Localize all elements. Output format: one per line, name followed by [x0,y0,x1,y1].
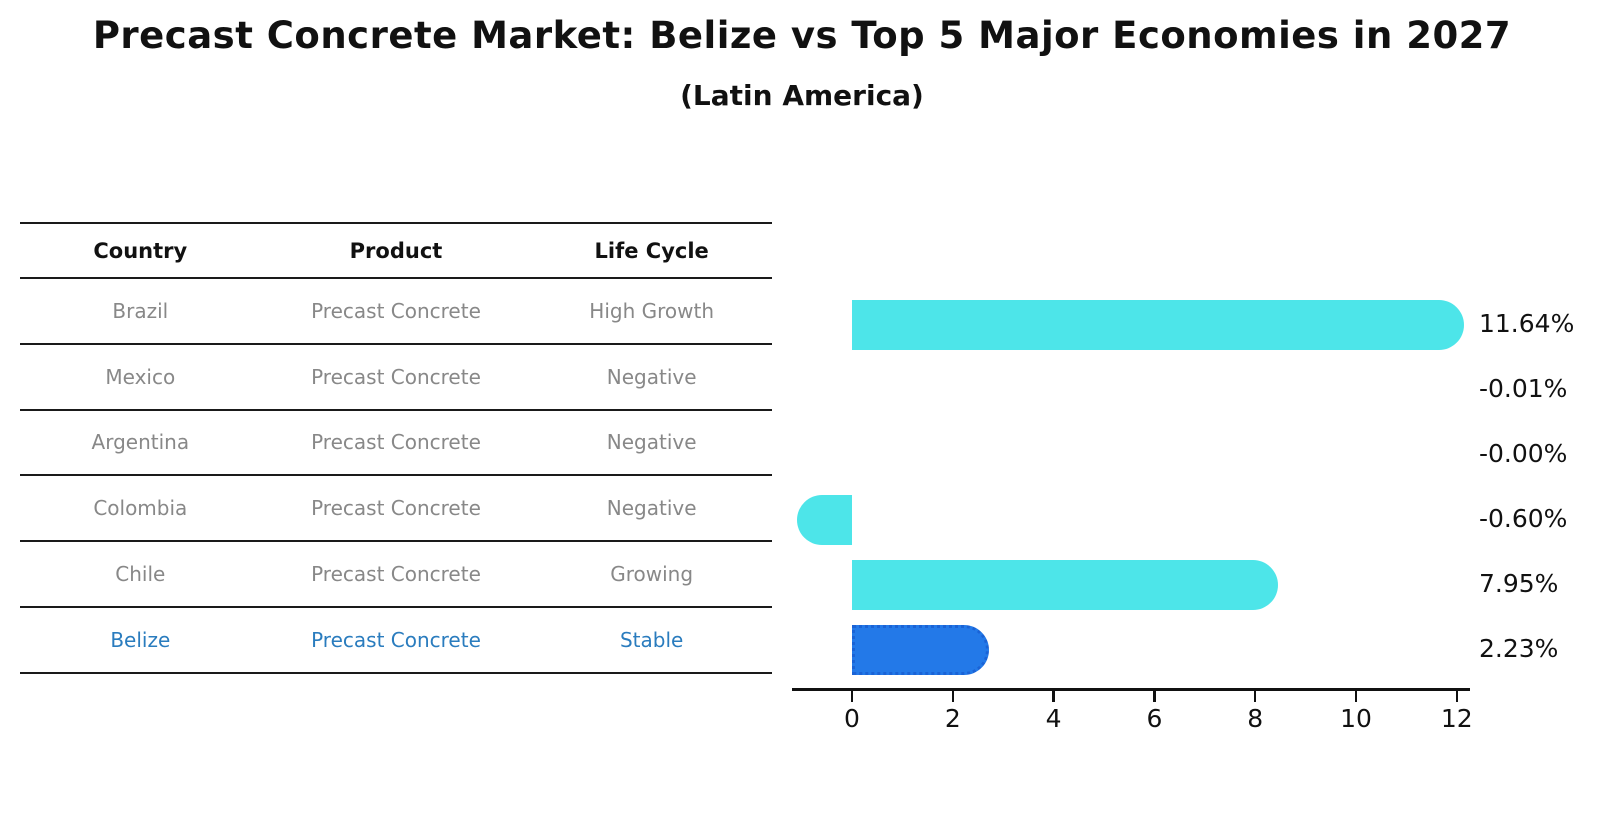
x-axis-tick-label-6: 6 [1146,704,1163,733]
x-axis-tick-8 [1253,690,1257,702]
table-row-argentina: Argentina Precast Concrete Negative [20,411,772,477]
x-axis-tick-label-0: 0 [844,704,860,733]
x-axis-tick-0 [850,690,854,702]
table-cell-life_cycle: Negative [606,430,697,455]
table-cell-life_cycle: High Growth [589,298,715,323]
table-cell-country: Colombia [93,496,188,521]
x-axis-line [792,688,1470,691]
x-axis-tick-label-12: 12 [1440,704,1473,733]
table-cell-country: Brazil [112,298,169,323]
country-table: Country Product Life Cycle Brazil Precast Co… [20,222,772,674]
table-cell-country: Mexico [105,364,176,389]
chart-title: Precast Concrete Market: Belize vs Top 5… [92,14,1512,57]
x-axis-tick-label-10: 10 [1340,704,1372,733]
table-cell-country: Belize [110,627,171,652]
x-axis-tick-6 [1153,690,1156,702]
table-cell-life_cycle: Negative [606,364,697,389]
table-cell-life_cycle: Stable [619,627,684,652]
table-header-country: Country [93,238,188,263]
value-label-chile: 7.95% [1479,569,1559,598]
table-row-colombia: Colombia Precast Concrete Negative [20,476,772,543]
x-axis-tick-10 [1354,690,1358,702]
table-row-mexico: Mexico Precast Concrete Negative [20,345,772,411]
x-axis-tick-4 [1052,690,1055,702]
table-header-life-cycle: Life Cycle [594,238,709,263]
table-cell-product: Precast Concrete [311,298,481,323]
table-row-brazil: Brazil Precast Concrete High Growth [20,279,772,345]
value-label-argentina: -0.00% [1479,439,1568,468]
x-axis-tick-label-8: 8 [1247,704,1264,733]
value-label-colombia: -0.60% [1479,504,1568,533]
table-cell-life_cycle: Negative [606,496,697,521]
x-axis-tick-12 [1455,690,1459,702]
table-cell-life_cycle: Growing [610,562,694,587]
table-header-product: Product [349,238,443,263]
x-axis-tick-label-2: 2 [944,704,961,733]
table-cell-product: Precast Concrete [311,364,481,389]
table-cell-product: Precast Concrete [311,496,481,521]
x-axis-tick-label-4: 4 [1045,704,1062,733]
table-cell-product: Precast Concrete [311,627,481,652]
value-label-mexico: -0.01% [1479,374,1568,403]
table-cell-product: Precast Concrete [311,562,481,587]
value-label-belize: 2.23% [1479,634,1559,663]
table-row-belize: Belize Precast Concrete Stable [20,608,772,674]
table-cell-country: Chile [115,562,166,587]
bar-chile [852,560,1278,610]
table-cell-product: Precast Concrete [311,430,481,455]
value-label-brazil: 11.64% [1479,309,1575,338]
table-cell-country: Argentina [91,430,190,455]
bar-belize [852,625,990,675]
table-header-row: Country Product Life Cycle [20,222,772,279]
x-axis-tick-2 [951,690,955,702]
table-row-chile: Chile Precast Concrete Growing [20,542,772,608]
chart-subtitle: (Latin America) [680,79,924,112]
bar-brazil [852,300,1464,350]
bar-colombia [796,495,852,545]
